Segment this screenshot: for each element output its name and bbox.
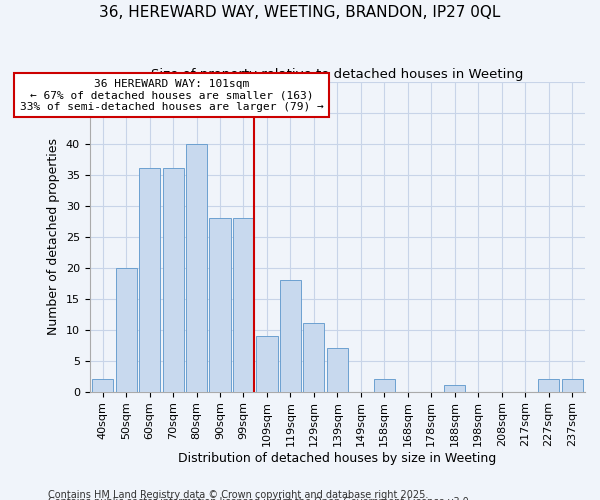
Bar [163, 168, 184, 392]
Text: 36, HEREWARD WAY, WEETING, BRANDON, IP27 0QL: 36, HEREWARD WAY, WEETING, BRANDON, IP27… [100, 5, 500, 20]
Bar [304, 324, 325, 392]
Y-axis label: Number of detached properties: Number of detached properties [47, 138, 61, 335]
Bar [280, 280, 301, 392]
Bar [562, 379, 583, 392]
Text: Contains HM Land Registry data © Crown copyright and database right 2025.: Contains HM Land Registry data © Crown c… [48, 490, 428, 500]
Bar [139, 168, 160, 392]
Bar [444, 386, 465, 392]
Bar [374, 379, 395, 392]
Title: Size of property relative to detached houses in Weeting: Size of property relative to detached ho… [151, 68, 524, 80]
Bar [186, 144, 207, 392]
Bar [538, 379, 559, 392]
Bar [256, 336, 278, 392]
Bar [233, 218, 254, 392]
Bar [92, 379, 113, 392]
Bar [327, 348, 348, 392]
X-axis label: Distribution of detached houses by size in Weeting: Distribution of detached houses by size … [178, 452, 496, 465]
Text: 36 HEREWARD WAY: 101sqm
← 67% of detached houses are smaller (163)
33% of semi-d: 36 HEREWARD WAY: 101sqm ← 67% of detache… [20, 78, 324, 112]
Bar [116, 268, 137, 392]
Bar [209, 218, 230, 392]
Text: Contains public sector information licensed under the Open Government Licence v3: Contains public sector information licen… [48, 497, 472, 500]
